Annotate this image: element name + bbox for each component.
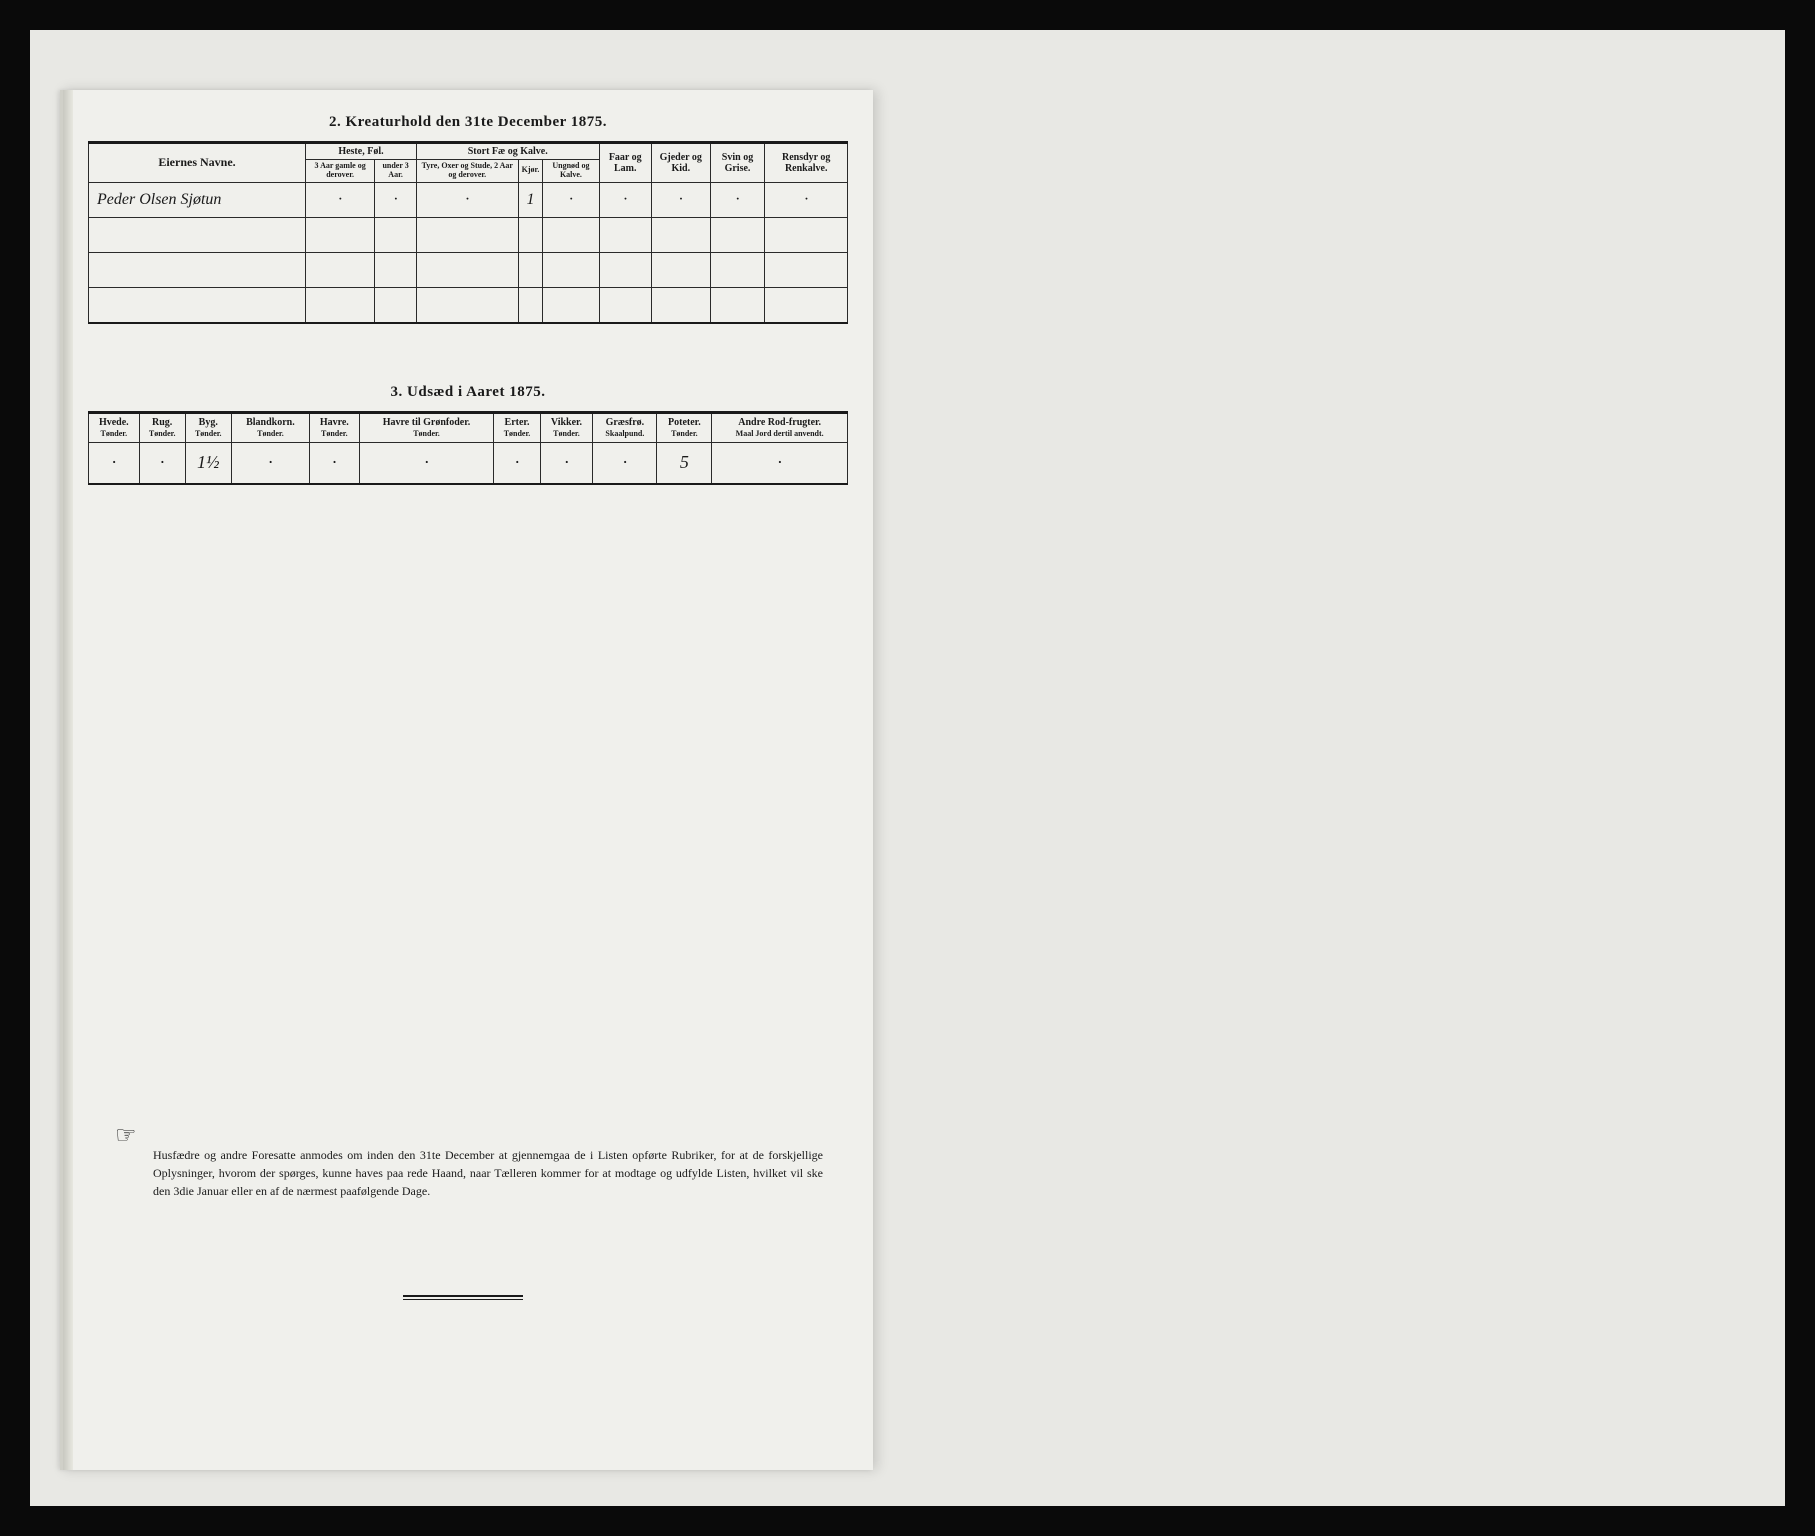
col-goats: Gjeder og Kid. (651, 143, 710, 183)
col-hvede: Hvede.Tønder. (89, 412, 140, 442)
cell: · (712, 442, 848, 484)
col-reindeer: Rensdyr og Renkalve. (765, 143, 848, 183)
table-row (89, 287, 848, 323)
col-havre-gron: Havre til Grønfoder.Tønder. (359, 412, 494, 442)
col-pigs: Svin og Grise. (710, 143, 765, 183)
cell: 5 (657, 442, 712, 484)
col-horses-under3: under 3 Aar. (375, 160, 417, 183)
cell: · (89, 442, 140, 484)
col-owner-name: Eiernes Navne. (89, 143, 306, 183)
table-row: · · 1½ · · · · · · 5 · (89, 442, 848, 484)
col-erter: Erter.Tønder. (494, 412, 540, 442)
cell: 1 (518, 182, 543, 217)
page-binding-edge (63, 90, 73, 1470)
cell: · (710, 182, 765, 217)
cell: · (599, 182, 651, 217)
cell: · (543, 182, 599, 217)
cell: · (593, 442, 657, 484)
cell-owner (89, 217, 306, 252)
cell: · (310, 442, 360, 484)
col-horses-3plus: 3 Aar gamle og derover. (306, 160, 375, 183)
pointing-hand-icon: ☞ (115, 1121, 137, 1150)
col-graesfro: Græsfrø.Skaalpund. (593, 412, 657, 442)
col-blandkorn: Blandkorn.Tønder. (231, 412, 309, 442)
col-havre: Havre.Tønder. (310, 412, 360, 442)
col-vikker: Vikker.Tønder. (540, 412, 593, 442)
cell-owner (89, 252, 306, 287)
cell: · (139, 442, 185, 484)
table-row (89, 217, 848, 252)
col-bulls: Tyre, Oxer og Stude, 2 Aar og derover. (416, 160, 518, 183)
document-page: 2. Kreaturhold den 31te December 1875. E… (60, 90, 873, 1470)
col-rodfrugter: Andre Rod-frugter.Maal Jord dertil anven… (712, 412, 848, 442)
cell-owner (89, 287, 306, 323)
col-byg: Byg.Tønder. (185, 412, 231, 442)
cell: · (375, 182, 417, 217)
col-group-horses: Heste, Føl. (306, 143, 417, 160)
section-3-title: 3. Udsæd i Aaret 1875. (63, 384, 873, 401)
cell: · (540, 442, 593, 484)
cell: 1½ (185, 442, 231, 484)
notice-text: Husfædre og andre Foresatte anmodes om i… (153, 1146, 823, 1200)
cell: · (651, 182, 710, 217)
cell: · (359, 442, 494, 484)
col-rug: Rug.Tønder. (139, 412, 185, 442)
cell: · (231, 442, 309, 484)
cell: · (494, 442, 540, 484)
table-row (89, 252, 848, 287)
col-poteter: Poteter.Tønder. (657, 412, 712, 442)
footer-rule (403, 1295, 523, 1300)
col-group-cattle: Stort Fæ og Kalve. (416, 143, 599, 160)
col-cows: Kjør. (518, 160, 543, 183)
col-calves: Ungnød og Kalve. (543, 160, 599, 183)
cell: · (765, 182, 848, 217)
livestock-table: Eiernes Navne. Heste, Føl. Stort Fæ og K… (88, 141, 848, 324)
cell: · (416, 182, 518, 217)
section-2-title: 2. Kreaturhold den 31te December 1875. (63, 114, 873, 131)
scan-background: 2. Kreaturhold den 31te December 1875. E… (30, 30, 1785, 1506)
seeding-table: Hvede.Tønder. Rug.Tønder. Byg.Tønder. Bl… (88, 411, 848, 485)
cell-owner: Peder Olsen Sjøtun (89, 182, 306, 217)
cell: · (306, 182, 375, 217)
table-row: Peder Olsen Sjøtun · · · 1 · · · · · (89, 182, 848, 217)
col-sheep: Faar og Lam. (599, 143, 651, 183)
